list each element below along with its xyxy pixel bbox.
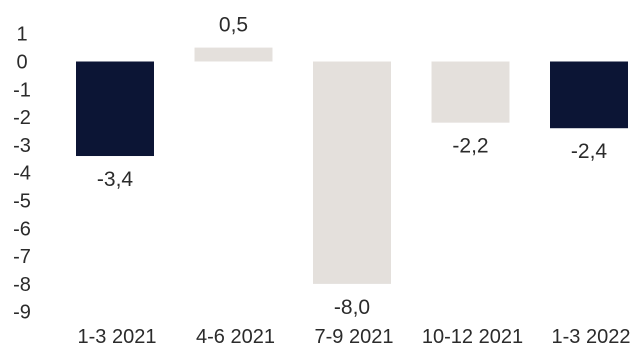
y-tick-label: -3 bbox=[13, 135, 31, 157]
bar-4-6-2021 bbox=[194, 47, 273, 62]
x-tick-label: 7-9 2021 bbox=[315, 326, 394, 348]
data-label: -2,2 bbox=[452, 135, 488, 158]
y-tick-label: -2 bbox=[13, 107, 31, 129]
y-tick-label: -5 bbox=[13, 191, 31, 213]
data-label: 0,5 bbox=[219, 14, 248, 37]
data-label: -3,4 bbox=[97, 168, 134, 191]
y-tick-label: -1 bbox=[13, 79, 31, 101]
y-tick-label: -9 bbox=[13, 302, 31, 324]
y-tick-label: -7 bbox=[13, 246, 31, 268]
x-axis: 1-3 2021 4-6 2021 7-9 2021 10-12 2021 1-3 20… bbox=[78, 326, 631, 348]
data-label: -8,0 bbox=[334, 296, 370, 319]
y-tick-label: -4 bbox=[13, 163, 31, 185]
x-tick-label: 10-12 2021 bbox=[422, 326, 523, 348]
bar-10-12-2021 bbox=[431, 61, 510, 123]
y-tick-label: -6 bbox=[13, 218, 31, 240]
bars bbox=[76, 47, 628, 284]
x-tick-label: 1-3 2021 bbox=[78, 326, 157, 348]
y-axis: 1 0 -1 -2 -3 -4 -5 -6 -7 -8 -9 bbox=[13, 24, 31, 324]
y-tick-label: -8 bbox=[13, 274, 31, 296]
y-tick-label: 1 bbox=[16, 24, 27, 46]
data-labels: -3,4 0,5 -8,0 -2,2 -2,4 bbox=[97, 14, 608, 319]
bar-1-3-2022 bbox=[550, 61, 628, 129]
x-tick-label: 4-6 2021 bbox=[196, 326, 275, 348]
bar-1-3-2021 bbox=[76, 61, 154, 157]
x-tick-label: 1-3 2022 bbox=[552, 326, 631, 348]
bar-7-9-2021 bbox=[313, 61, 391, 284]
y-tick-label: 0 bbox=[16, 52, 27, 74]
data-label: -2,4 bbox=[571, 140, 608, 163]
